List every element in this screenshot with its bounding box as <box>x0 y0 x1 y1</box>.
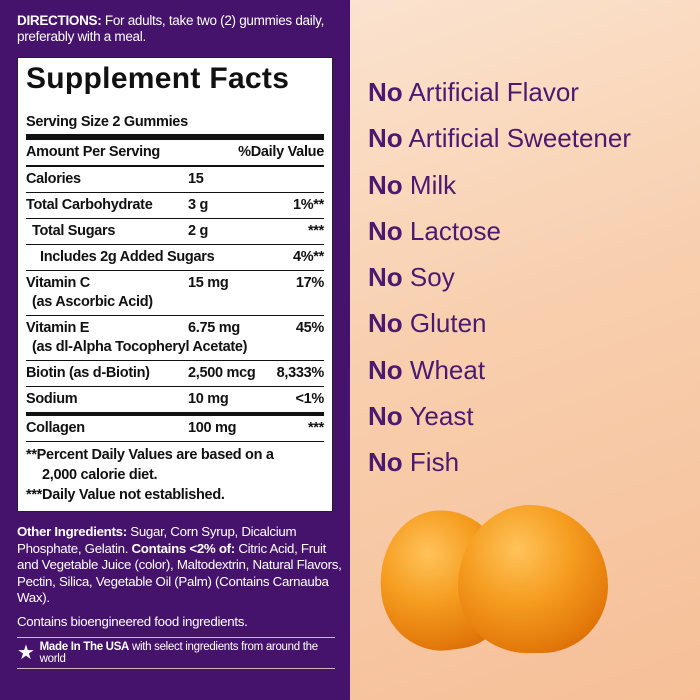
facts-row: Total Sugars 2 g *** <box>26 219 324 245</box>
facts-row: Includes 2g Added Sugars 4%** <box>26 245 324 271</box>
gummy-image <box>458 505 608 653</box>
serving-size: Serving Size 2 Gummies <box>26 114 188 130</box>
facts-row: Collagen 100 mg *** <box>26 413 324 442</box>
facts-row: Vitamin E 6.75 mg 45% (as dl-Alpha Tocopher… <box>26 316 324 361</box>
claim-item: No Fish <box>368 447 460 478</box>
claim-item: No Artificial Flavor <box>368 77 579 107</box>
other-ingredients: Other Ingredients: Sugar, Corn Syrup, Di… <box>17 524 342 605</box>
claim-item: No Artificial Sweetener <box>368 123 632 154</box>
star-icon: ★ <box>17 642 35 664</box>
claim-item: No Milk <box>368 169 457 200</box>
claim-item: No Gluten <box>368 308 487 339</box>
supplement-facts-panel: Supplement Facts Serving Size 2 Gummies … <box>17 57 333 512</box>
claim-item: No Wheat <box>368 354 486 385</box>
facts-row: Biotin (as d-Biotin) 2,500 mcg 8,333% <box>26 361 324 387</box>
made-in-usa: ★ Made In The USA with select ingredient… <box>17 637 335 669</box>
free-from-claims: No Artificial Flavor No Artificial Sweete… <box>368 74 631 491</box>
left-panel: DIRECTIONS: For adults, take two (2) gum… <box>0 0 350 700</box>
facts-row: Vitamin C 15 mg 17% (as Ascorbic Acid) <box>26 271 324 316</box>
directions: DIRECTIONS: For adults, take two (2) gum… <box>17 13 325 44</box>
facts-row: Sodium 10 mg <1% <box>26 387 324 413</box>
claim-item: No Soy <box>368 262 455 293</box>
facts-header: Amount Per Serving %Daily Value <box>26 140 324 167</box>
footnotes: **Percent Daily Values are based on a 2,… <box>26 447 274 503</box>
facts-title: Supplement Facts <box>26 62 290 95</box>
right-panel <box>350 0 700 700</box>
claim-item: No Yeast <box>368 401 474 432</box>
claim-item: No Lactose <box>368 215 501 246</box>
facts-row: Total Carbohydrate 3 g 1%** <box>26 193 324 219</box>
facts-row: Calories 15 <box>26 167 324 193</box>
bioengineered-note: Contains bioengineered food ingredients. <box>17 613 248 629</box>
